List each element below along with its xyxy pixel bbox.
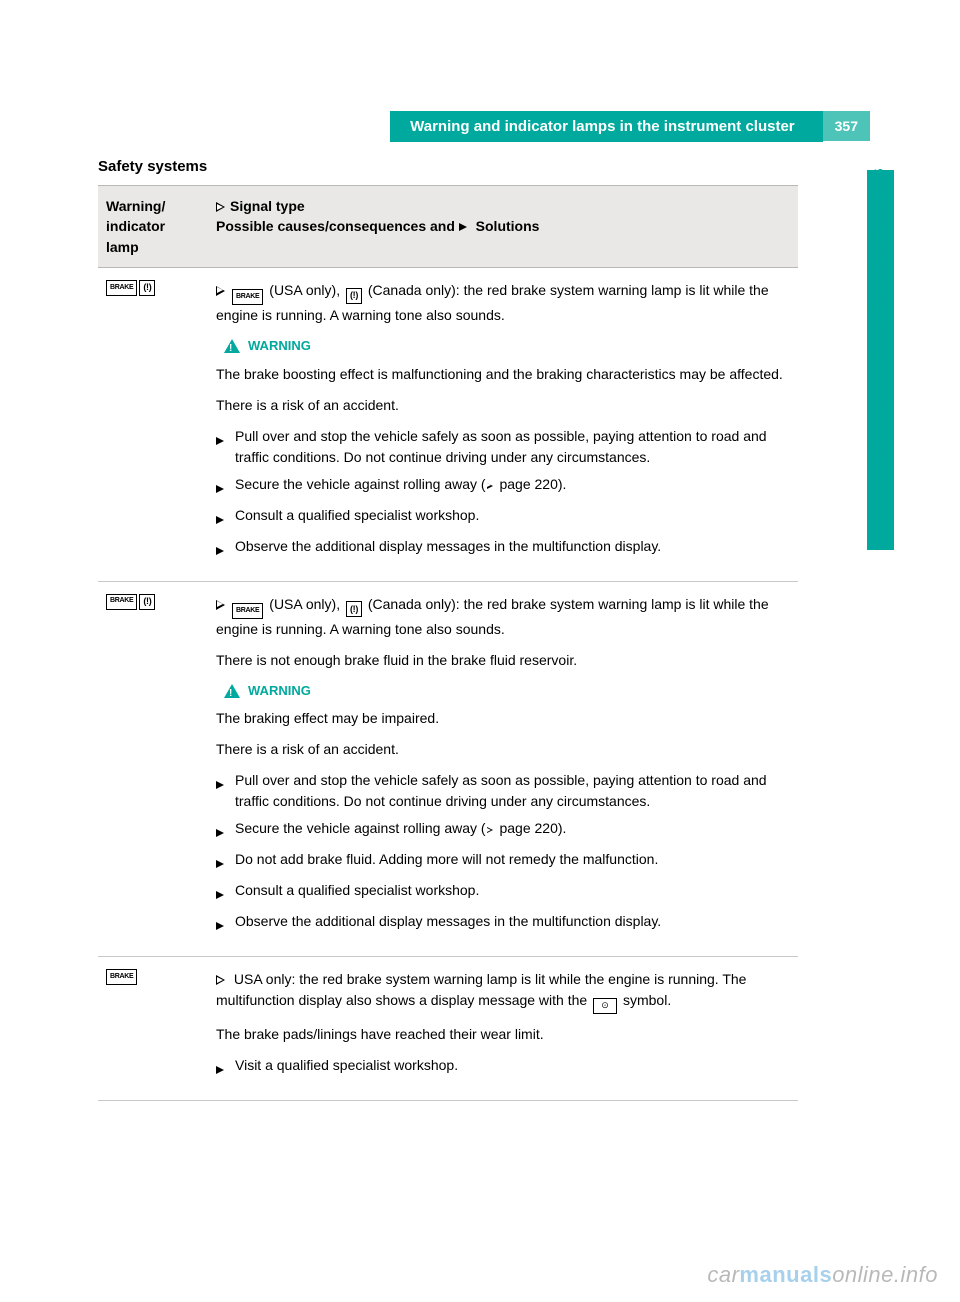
action-triangle-icon	[216, 829, 224, 837]
text: (USA only),	[265, 596, 344, 612]
action-item: Observe the additional display messages …	[216, 536, 790, 561]
head-signal: Signal type	[230, 198, 305, 214]
warning-text: There is a risk of an accident.	[216, 395, 790, 416]
brake-icon: BRAKE	[106, 594, 137, 610]
table-head-row: Warning/ indicator lamp Signal type Poss…	[98, 186, 798, 268]
warning-label: WARNING	[248, 336, 311, 356]
table-row: BRAKE USA only: the red brake system war…	[98, 957, 798, 1101]
page-ref-icon	[487, 483, 493, 489]
brake-icon: BRAKE	[106, 280, 137, 296]
warnings-table: Warning/ indicator lamp Signal type Poss…	[98, 185, 798, 1101]
table-row: BRAKE (!) BRAKE (USA only), (!) (Canada …	[98, 267, 798, 581]
action-text-pre: Secure the vehicle against rolling away …	[235, 820, 486, 836]
action-triangle-icon	[216, 516, 224, 524]
page-ref-icon	[487, 827, 493, 833]
header-title: Warning and indicator lamps in the instr…	[390, 111, 823, 142]
header-bar: Warning and indicator lamps in the instr…	[390, 110, 870, 142]
action-text: Observe the additional display messages …	[235, 911, 661, 936]
intro-para: BRAKE (USA only), (!) (Canada only): the…	[216, 280, 790, 326]
action-triangle-icon	[216, 1066, 224, 1074]
action-triangle-icon	[216, 781, 224, 789]
action-item: Visit a qualified specialist workshop.	[216, 1055, 790, 1080]
brake-icon: BRAKE	[232, 603, 263, 619]
solid-triangle-icon	[459, 223, 467, 231]
action-item: Pull over and stop the vehicle safely as…	[216, 426, 790, 468]
action-triangle-icon	[216, 860, 224, 868]
action-text-post: page 220).	[496, 476, 567, 492]
action-text-post: page 220).	[496, 820, 567, 836]
side-tab-label: On-board computer and displays	[868, 168, 890, 472]
brakepad-icon: ⊙	[593, 998, 617, 1014]
page-number: 357	[823, 111, 870, 141]
head-col1: Warning/ indicator lamp	[98, 186, 208, 268]
body-cell: BRAKE (USA only), (!) (Canada only): the…	[208, 267, 798, 581]
head-causes-suf: Solutions	[472, 218, 540, 234]
action-item: Pull over and stop the vehicle safely as…	[216, 770, 790, 812]
body-cell: USA only: the red brake system warning l…	[208, 957, 798, 1101]
action-text: Consult a qualified specialist workshop.	[235, 505, 479, 530]
outline-triangle-icon	[216, 286, 225, 296]
section-title: Safety systems	[98, 158, 798, 175]
body-cell: BRAKE (USA only), (!) (Canada only): the…	[208, 581, 798, 957]
action-item: Consult a qualified specialist workshop.	[216, 880, 790, 905]
action-text: Pull over and stop the vehicle safely as…	[235, 426, 790, 468]
action-text: Visit a qualified specialist workshop.	[235, 1055, 458, 1080]
head-causes-pre: Possible causes/consequences and	[216, 218, 459, 234]
outline-triangle-icon	[216, 975, 225, 985]
brake-canada-icon: (!)	[139, 594, 155, 610]
action-triangle-icon	[216, 437, 224, 445]
action-item: Secure the vehicle against rolling away …	[216, 818, 790, 843]
action-item: Secure the vehicle against rolling away …	[216, 474, 790, 499]
manual-page: Warning and indicator lamps in the instr…	[0, 0, 960, 1302]
lamp-cell: BRAKE (!)	[98, 267, 208, 581]
head-col1-l2: indicator	[106, 218, 165, 234]
head-col1-l1: Warning/	[106, 198, 165, 214]
warning-text: There is a risk of an accident.	[216, 739, 790, 760]
intro-para: BRAKE (USA only), (!) (Canada only): the…	[216, 594, 790, 640]
intro-para: USA only: the red brake system warning l…	[216, 969, 790, 1014]
action-text: Observe the additional display messages …	[235, 536, 661, 561]
brake-icon: BRAKE	[106, 969, 137, 985]
action-triangle-icon	[216, 891, 224, 899]
brake-canada-icon: (!)	[346, 288, 362, 304]
brake-canada-icon: (!)	[139, 280, 155, 296]
warning-label: WARNING	[248, 681, 311, 701]
warning-text: The brake boosting effect is malfunction…	[216, 364, 790, 385]
body-text: The brake pads/linings have reached thei…	[216, 1024, 790, 1045]
outline-triangle-icon	[216, 600, 225, 610]
warning-text: The braking effect may be impaired.	[216, 708, 790, 729]
warning-heading: WARNING	[224, 336, 790, 356]
watermark-mid: manuals	[739, 1262, 832, 1287]
action-item: Consult a qualified specialist workshop.	[216, 505, 790, 530]
action-item: Do not add brake fluid. Adding more will…	[216, 849, 790, 874]
action-item: Observe the additional display messages …	[216, 911, 790, 936]
action-text-pre: Secure the vehicle against rolling away …	[235, 476, 486, 492]
lamp-cell: BRAKE (!)	[98, 581, 208, 957]
outline-triangle-icon	[216, 202, 225, 212]
watermark: carmanualsonline.info	[707, 1262, 938, 1288]
action-text: Consult a qualified specialist workshop.	[235, 880, 479, 905]
text: (USA only),	[265, 282, 344, 298]
watermark-pre: car	[707, 1262, 739, 1287]
action-text: Pull over and stop the vehicle safely as…	[235, 770, 790, 812]
action-triangle-icon	[216, 485, 224, 493]
table-row: BRAKE (!) BRAKE (USA only), (!) (Canada …	[98, 581, 798, 957]
brake-icon: BRAKE	[232, 289, 263, 305]
header-title-text: Warning and indicator lamps in the instr…	[410, 118, 795, 135]
brake-canada-icon: (!)	[346, 601, 362, 617]
warning-triangle-icon	[224, 339, 240, 353]
head-col1-l3: lamp	[106, 239, 139, 255]
warning-triangle-icon	[224, 684, 240, 698]
action-triangle-icon	[216, 547, 224, 555]
text: symbol.	[619, 992, 671, 1008]
action-triangle-icon	[216, 922, 224, 930]
warning-heading: WARNING	[224, 681, 790, 701]
watermark-post: online.info	[832, 1262, 938, 1287]
lamp-cell: BRAKE	[98, 957, 208, 1101]
content-area: Safety systems Warning/ indicator lamp S…	[98, 158, 798, 1101]
pre-warning-text: There is not enough brake fluid in the b…	[216, 650, 790, 671]
head-col2: Signal type Possible causes/consequences…	[208, 186, 798, 268]
action-text: Do not add brake fluid. Adding more will…	[235, 849, 658, 874]
